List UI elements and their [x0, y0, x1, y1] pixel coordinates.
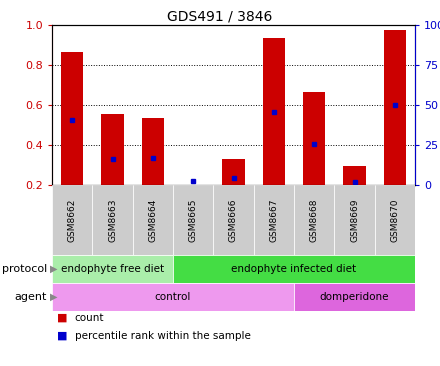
Bar: [375, 185, 415, 255]
Text: ■: ■: [57, 313, 67, 323]
Text: GSM8668: GSM8668: [310, 198, 319, 242]
Bar: [101, 114, 124, 185]
Bar: [173, 185, 213, 255]
Bar: [222, 159, 245, 185]
Bar: [52, 283, 294, 311]
Text: endophyte infected diet: endophyte infected diet: [231, 264, 356, 274]
Text: GSM8667: GSM8667: [269, 198, 279, 242]
Bar: [303, 92, 325, 185]
Text: ■: ■: [57, 331, 67, 341]
Bar: [334, 185, 375, 255]
Bar: [142, 118, 164, 185]
Bar: [343, 166, 366, 185]
Bar: [92, 185, 133, 255]
Bar: [61, 52, 83, 185]
Text: GSM8664: GSM8664: [148, 198, 158, 242]
Text: protocol: protocol: [2, 264, 47, 274]
Text: GSM8666: GSM8666: [229, 198, 238, 242]
Bar: [213, 185, 254, 255]
Bar: [133, 185, 173, 255]
Bar: [173, 255, 415, 283]
Text: ▶: ▶: [50, 292, 58, 302]
Text: GSM8665: GSM8665: [189, 198, 198, 242]
Bar: [294, 185, 334, 255]
Bar: [52, 255, 173, 283]
Text: GSM8669: GSM8669: [350, 198, 359, 242]
Text: percentile rank within the sample: percentile rank within the sample: [75, 331, 250, 341]
Text: domperidone: domperidone: [320, 292, 389, 302]
Bar: [263, 38, 285, 185]
Bar: [52, 185, 92, 255]
Text: GSM8662: GSM8662: [68, 198, 77, 242]
Text: ▶: ▶: [50, 264, 58, 274]
Text: control: control: [155, 292, 191, 302]
Bar: [384, 30, 406, 185]
Text: GDS491 / 3846: GDS491 / 3846: [167, 10, 273, 24]
Text: agent: agent: [15, 292, 47, 302]
Text: GSM8670: GSM8670: [390, 198, 400, 242]
Text: endophyte free diet: endophyte free diet: [61, 264, 164, 274]
Bar: [254, 185, 294, 255]
Bar: [294, 283, 415, 311]
Text: count: count: [75, 313, 104, 323]
Text: GSM8663: GSM8663: [108, 198, 117, 242]
